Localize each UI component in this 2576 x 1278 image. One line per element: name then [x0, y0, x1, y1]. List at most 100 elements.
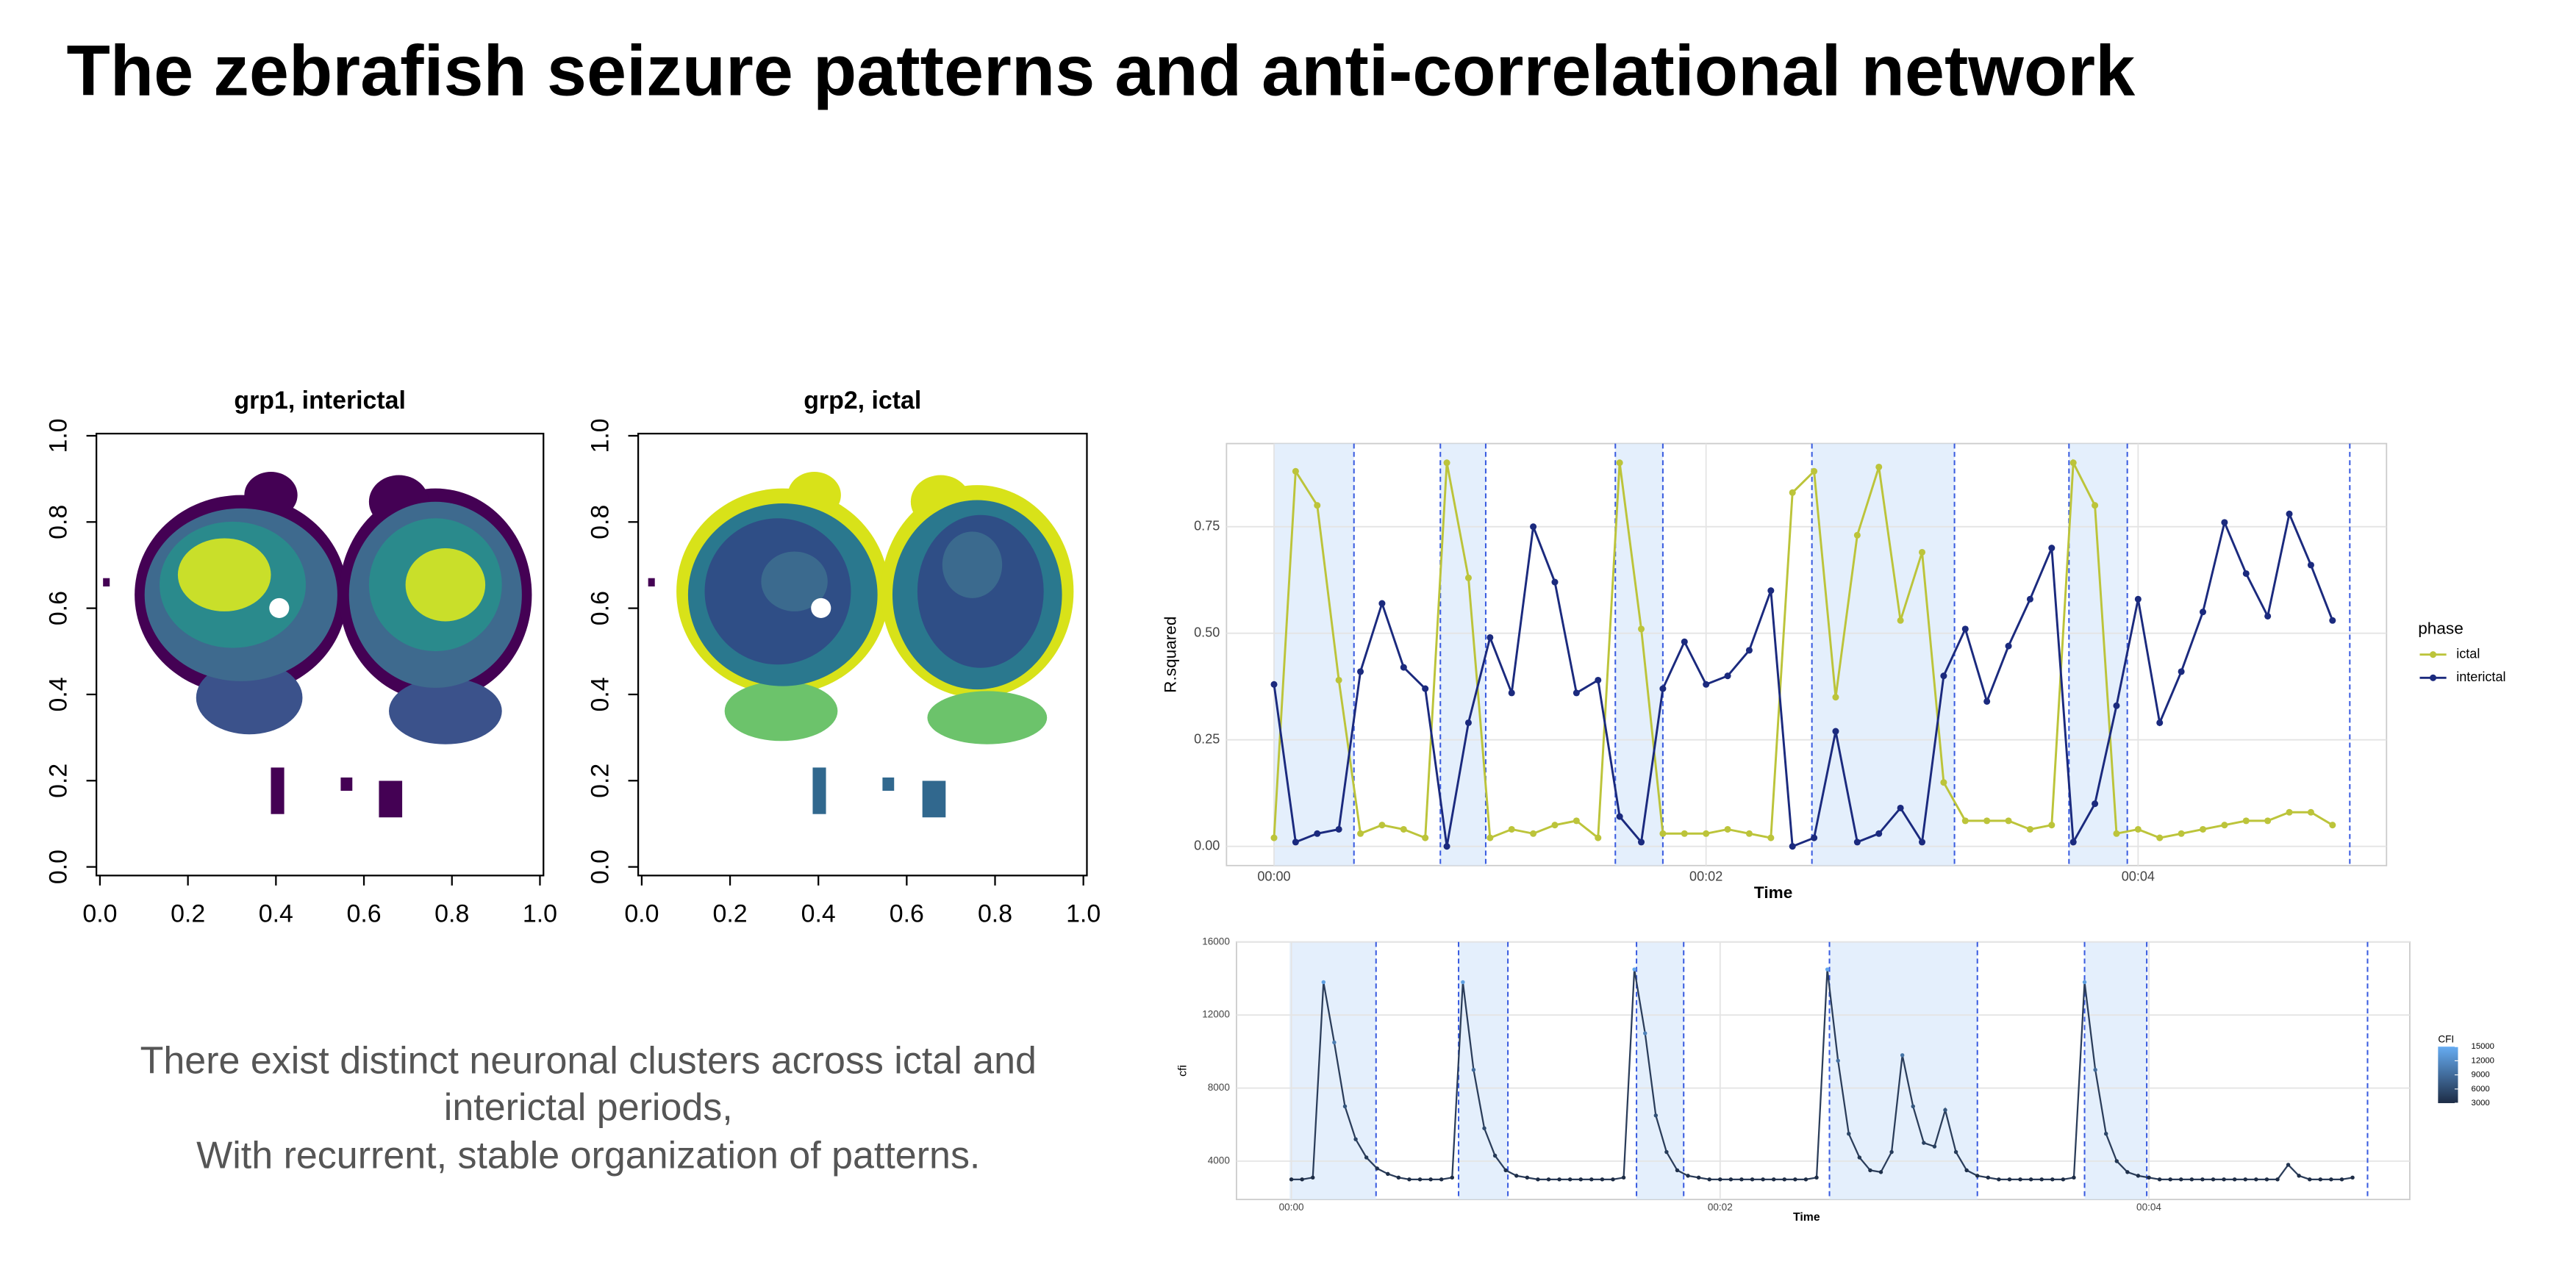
y-tick-label: 0.0 — [44, 850, 72, 884]
legend-dot — [2430, 651, 2437, 658]
data-point — [2048, 545, 2056, 552]
data-point — [1464, 719, 1472, 727]
phase-region — [1274, 443, 1354, 866]
data-point — [1378, 822, 1386, 829]
data-point — [1964, 1168, 1969, 1173]
data-point — [1696, 1175, 1701, 1180]
data-point — [1600, 1177, 1605, 1182]
x-tick-label: 00:00 — [1257, 869, 1290, 883]
data-point — [2307, 561, 2314, 569]
data-point — [1638, 839, 1645, 846]
data-point — [1889, 1149, 1894, 1155]
data-point — [2350, 1175, 2355, 1180]
caption-line: interictal periods, — [444, 1086, 733, 1129]
data-point — [2254, 1177, 2258, 1182]
data-point — [1530, 523, 1537, 531]
data-point — [2156, 719, 2164, 727]
data-point — [2189, 1177, 2194, 1182]
data-point — [2275, 1177, 2280, 1182]
data-point — [1961, 625, 1969, 633]
data-point — [1292, 839, 1299, 846]
data-point — [1675, 1168, 1680, 1173]
y-tick-label: 0.8 — [586, 505, 614, 539]
data-point — [1551, 578, 1559, 586]
data-point — [2264, 1177, 2269, 1182]
data-point — [1789, 843, 1796, 850]
data-point — [1311, 1175, 1315, 1180]
colorbar-label: 6000 — [2472, 1085, 2490, 1094]
y-tick-label: 0.75 — [1194, 518, 1220, 533]
data-point — [1439, 1177, 1444, 1182]
data-point — [1530, 830, 1537, 837]
colorbar-label: 12000 — [2472, 1056, 2494, 1065]
data-point — [1270, 681, 1278, 688]
y-tick-label: 12000 — [1202, 1009, 1230, 1020]
data-point — [2286, 1163, 2291, 1167]
data-point — [1292, 467, 1299, 475]
data-point — [2069, 839, 2077, 846]
data-point — [2028, 1177, 2033, 1182]
data-point — [2232, 1177, 2237, 1182]
data-point — [2092, 502, 2099, 509]
data-point — [1314, 502, 1321, 509]
data-point — [1422, 834, 1429, 841]
data-point — [1832, 694, 1839, 701]
data-point — [1943, 1108, 1947, 1113]
data-point — [2243, 1177, 2247, 1182]
data-point — [1745, 830, 1753, 837]
data-point — [1536, 1177, 1540, 1182]
data-point — [1803, 1177, 1808, 1182]
data-point — [1686, 1174, 1690, 1178]
y-tick-label: 0.4 — [586, 677, 614, 711]
data-point — [2005, 817, 2012, 825]
data-point — [1503, 1168, 1508, 1173]
data-point — [2114, 1159, 2119, 1163]
data-point — [1492, 1153, 1498, 1158]
data-point — [1897, 804, 1904, 812]
data-point — [1508, 689, 1515, 697]
data-point — [1335, 825, 1342, 833]
data-point — [2005, 642, 2012, 650]
data-point — [1443, 843, 1450, 850]
y-tick-label: 0.6 — [44, 591, 72, 625]
data-point — [1573, 817, 1580, 825]
data-point — [1836, 1058, 1840, 1063]
data-point — [1853, 839, 1861, 846]
data-point — [1664, 1149, 1669, 1155]
data-point — [1875, 463, 1883, 471]
series-line — [1273, 510, 2334, 848]
legend-label: ictal — [2456, 646, 2480, 661]
data-point — [2308, 1177, 2312, 1182]
slide-title: The zebrafish seizure patterns and anti-… — [66, 31, 2136, 111]
data-point — [1464, 574, 1472, 581]
data-point — [1546, 1177, 1551, 1182]
data-point — [1771, 1177, 1776, 1182]
data-point — [2168, 1177, 2172, 1182]
data-point — [2178, 830, 2185, 837]
plot-frame — [637, 432, 1088, 877]
data-point — [2026, 595, 2033, 603]
data-point — [2113, 702, 2120, 709]
y-tick-label: 4000 — [1208, 1155, 1230, 1166]
data-point — [1422, 685, 1429, 692]
y-tick-label: 1.0 — [586, 418, 614, 453]
data-point — [1632, 967, 1636, 972]
data-point — [1983, 697, 1991, 706]
data-point — [2200, 1177, 2205, 1182]
caption-line: There exist distinct neuronal clusters a… — [140, 1040, 1037, 1083]
data-point — [1918, 839, 1926, 846]
data-point — [2103, 1131, 2108, 1136]
legend-dot — [2430, 674, 2437, 681]
phase-region — [1289, 941, 1376, 1200]
data-point — [1314, 830, 1321, 837]
data-point — [1386, 1171, 1390, 1177]
data-point — [2264, 817, 2272, 825]
data-point — [1703, 681, 1710, 688]
data-point — [1847, 1131, 1851, 1136]
data-point — [1357, 668, 1364, 675]
data-point — [1638, 625, 1645, 633]
data-point — [1551, 822, 1559, 829]
data-point — [1718, 1177, 1722, 1182]
data-point — [2050, 1177, 2055, 1182]
